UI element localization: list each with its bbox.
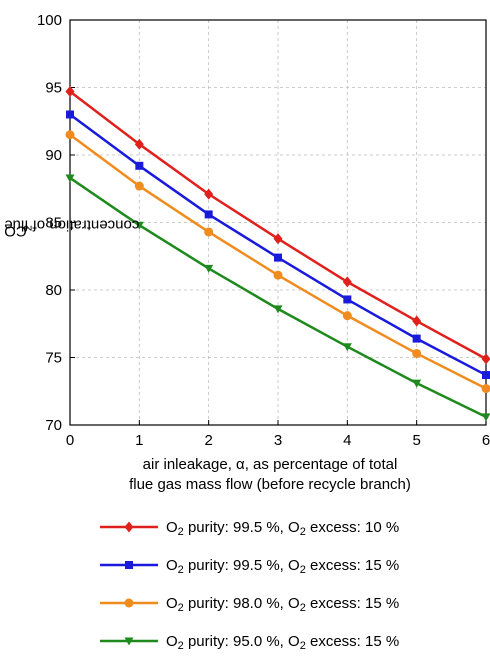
data-point: [482, 353, 490, 364]
data-point: [412, 316, 421, 327]
data-point: [66, 111, 74, 119]
x-axis-label-line1: air inleakage, α, as percentage of total: [60, 455, 480, 475]
data-point: [343, 276, 352, 287]
data-point: [343, 311, 352, 320]
data-point: [482, 384, 490, 393]
y-tick-label: 80: [45, 282, 62, 299]
x-tick-label: 6: [482, 432, 490, 449]
y-axis-label-post: concentration of flue gas (vol. %, dry): [0, 216, 139, 233]
data-point: [135, 162, 143, 170]
legend-item-4: O2 purity: 95.0 %, O2 excess: 15 %: [98, 622, 478, 660]
data-point: [204, 227, 213, 236]
y-tick-label: 75: [45, 350, 62, 367]
legend: O2 purity: 99.5 %, O2 excess: 10 % O2 pur…: [98, 508, 478, 660]
legend-item-1: O2 purity: 99.5 %, O2 excess: 10 %: [98, 508, 478, 546]
legend-item-3: O2 purity: 98.0 %, O2 excess: 15 %: [98, 584, 478, 622]
data-point: [274, 233, 283, 244]
x-tick-label: 1: [135, 432, 143, 449]
x-axis-label-line2: flue gas mass flow (before recycle branc…: [60, 475, 480, 495]
data-point: [274, 254, 282, 262]
legend-label: O2 purity: 99.5 %, O2 excess: 15 %: [166, 557, 399, 574]
data-point: [412, 349, 421, 358]
y-tick-label: 100: [37, 12, 62, 29]
x-tick-label: 2: [204, 432, 212, 449]
data-point: [205, 210, 213, 218]
legend-marker: [125, 522, 134, 533]
data-point: [482, 413, 490, 421]
x-axis-label: air inleakage, α, as percentage of total…: [60, 455, 480, 495]
data-point: [204, 189, 213, 200]
y-tick-label: 95: [45, 80, 62, 97]
y-tick-label: 70: [45, 417, 62, 434]
legend-swatch: [98, 593, 160, 613]
data-point: [482, 371, 490, 379]
legend-swatch: [98, 555, 160, 575]
data-point: [66, 130, 75, 139]
legend-marker: [125, 599, 134, 608]
legend-marker: [125, 561, 133, 569]
data-point: [274, 271, 283, 280]
data-point: [135, 182, 144, 191]
y-tick-label: 90: [45, 147, 62, 164]
data-point: [343, 295, 351, 303]
legend-swatch: [98, 517, 160, 537]
legend-item-2: O2 purity: 99.5 %, O2 excess: 15 %: [98, 546, 478, 584]
legend-label: O2 purity: 95.0 %, O2 excess: 15 %: [166, 633, 399, 650]
data-point: [413, 335, 421, 343]
legend-label: O2 purity: 98.0 %, O2 excess: 15 %: [166, 595, 399, 612]
x-tick-label: 4: [343, 432, 351, 449]
legend-label: O2 purity: 99.5 %, O2 excess: 10 %: [166, 519, 399, 536]
x-tick-label: 5: [412, 432, 420, 449]
x-tick-label: 0: [66, 432, 74, 449]
x-tick-label: 3: [274, 432, 282, 449]
legend-swatch: [98, 631, 160, 651]
